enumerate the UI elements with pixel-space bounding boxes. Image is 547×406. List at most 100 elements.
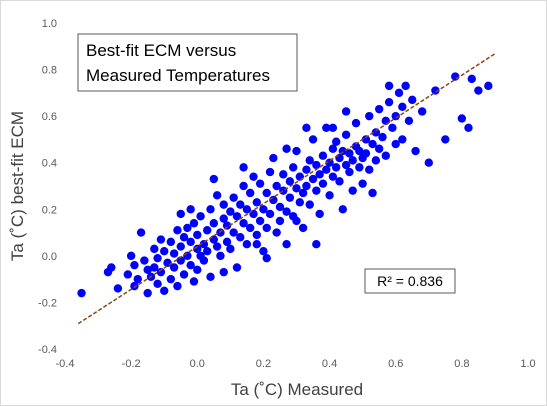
- data-point: [209, 219, 219, 228]
- data-point: [189, 219, 199, 228]
- data-point: [348, 186, 357, 195]
- data-point: [255, 179, 265, 188]
- y-tick-label: -0.2: [38, 297, 57, 309]
- data-point: [322, 165, 331, 174]
- data-point: [361, 149, 371, 158]
- data-point: [371, 156, 381, 165]
- data-point: [153, 253, 162, 263]
- data-point: [166, 274, 176, 284]
- data-point: [239, 163, 248, 172]
- data-point: [160, 286, 169, 295]
- data-point: [305, 200, 314, 209]
- data-point: [143, 288, 152, 298]
- x-tick-label: 0.6: [388, 358, 403, 370]
- data-point: [226, 207, 235, 216]
- data-point: [199, 240, 209, 249]
- x-axis-title: Ta (˚C) Measured: [231, 380, 363, 399]
- data-point: [279, 170, 288, 179]
- data-point: [331, 163, 341, 172]
- data-point: [169, 263, 179, 272]
- x-tick-label: 0.8: [454, 358, 469, 370]
- y-tick-label: 1.0: [42, 18, 57, 30]
- data-point: [252, 198, 262, 207]
- data-point: [348, 156, 357, 165]
- data-point: [246, 188, 255, 198]
- y-tick-label: 0.0: [42, 251, 57, 263]
- data-point: [318, 151, 328, 160]
- data-point: [130, 281, 139, 291]
- data-point: [193, 244, 202, 254]
- data-point: [368, 188, 377, 198]
- data-point: [206, 205, 215, 214]
- data-point: [358, 179, 367, 188]
- data-point: [408, 95, 417, 105]
- x-axis-ticks: -0.4 -0.2 0.0 0.2 0.4 0.6 0.8 1.0: [56, 358, 536, 370]
- data-point: [394, 88, 404, 98]
- data-point: [173, 281, 182, 291]
- data-point: [305, 156, 314, 165]
- data-point: [246, 223, 255, 233]
- data-point: [282, 207, 291, 216]
- data-point: [345, 149, 354, 158]
- y-tick-label: -0.4: [38, 344, 57, 356]
- data-point: [123, 270, 133, 279]
- data-point: [130, 260, 139, 270]
- data-point: [351, 118, 361, 128]
- data-point: [259, 247, 268, 256]
- data-point: [77, 288, 86, 298]
- data-point: [236, 233, 245, 242]
- data-point: [457, 114, 467, 123]
- data-point: [133, 274, 142, 284]
- data-point: [388, 123, 397, 132]
- data-point: [374, 104, 384, 114]
- data-point: [252, 230, 262, 240]
- data-point: [341, 160, 351, 170]
- x-tick-label: -0.4: [56, 358, 75, 370]
- data-point: [302, 165, 311, 174]
- data-point: [298, 188, 308, 198]
- data-point: [368, 139, 377, 149]
- data-point: [328, 144, 338, 153]
- data-point: [292, 184, 301, 193]
- r-squared-label: R² = 0.836: [377, 273, 443, 289]
- data-point: [249, 209, 258, 219]
- data-point: [179, 233, 189, 242]
- data-point: [292, 216, 301, 226]
- data-point: [365, 111, 374, 121]
- data-point: [107, 263, 116, 272]
- data-point: [325, 158, 334, 167]
- data-point: [212, 191, 222, 200]
- data-point: [239, 219, 248, 228]
- data-point: [179, 270, 189, 279]
- data-point: [282, 144, 291, 153]
- data-point: [282, 240, 291, 249]
- data-point: [232, 263, 242, 272]
- data-point: [285, 193, 295, 202]
- x-tick-label: 0.0: [190, 358, 205, 370]
- data-point: [285, 177, 295, 186]
- data-point: [315, 209, 324, 219]
- data-point: [345, 167, 354, 177]
- data-point: [298, 223, 308, 233]
- data-point: [335, 177, 344, 186]
- data-point: [401, 81, 410, 91]
- data-point: [302, 181, 311, 191]
- data-point: [374, 144, 384, 153]
- data-point: [331, 137, 341, 146]
- data-point: [216, 228, 225, 237]
- data-point: [259, 205, 268, 214]
- data-point: [365, 165, 374, 174]
- chart-title-line-2: Measured Temperatures: [86, 66, 270, 85]
- data-point: [252, 240, 262, 249]
- data-points: [77, 72, 493, 298]
- data-point: [451, 72, 460, 81]
- data-point: [222, 237, 232, 247]
- data-point: [308, 135, 318, 144]
- data-point: [229, 193, 238, 202]
- data-point: [315, 170, 324, 179]
- data-point: [312, 240, 321, 249]
- data-point: [292, 146, 301, 156]
- data-point: [417, 107, 427, 116]
- data-point: [136, 228, 146, 237]
- data-point: [384, 81, 394, 91]
